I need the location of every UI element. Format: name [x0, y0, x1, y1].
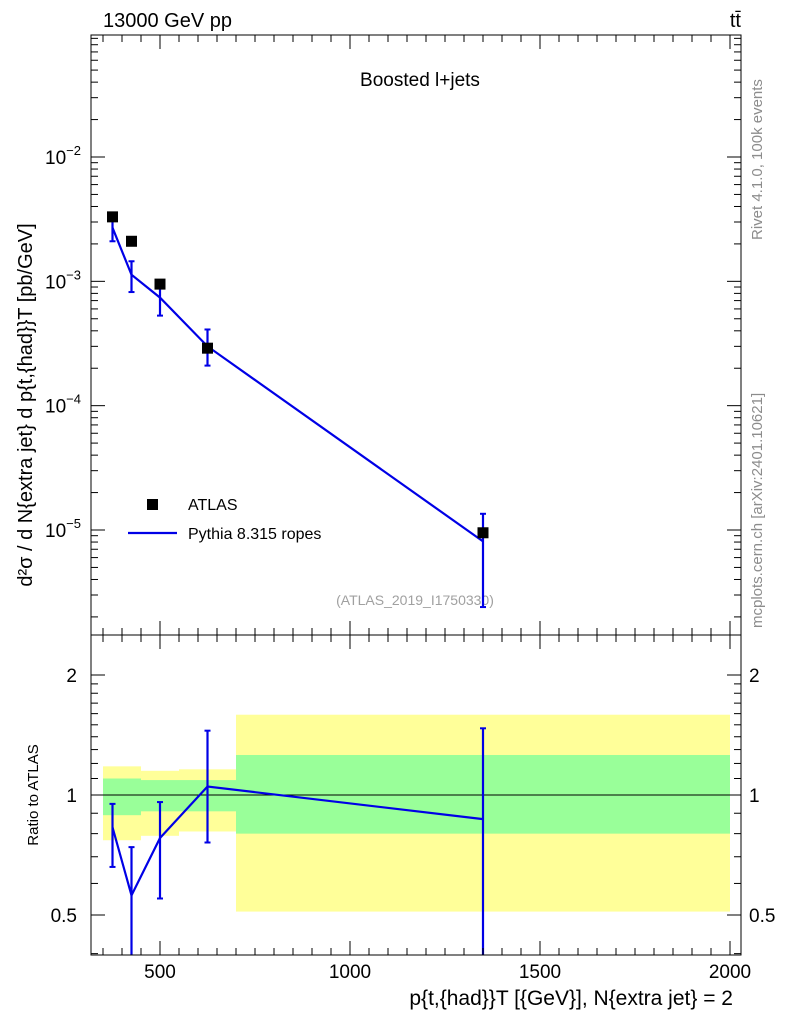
ratio-bands	[103, 714, 730, 912]
main-panel: 10−5 10−4 10−3 10−2 Boosted l+jets d²σ / d …	[15, 34, 742, 636]
ratio-y-tick-label: 1	[66, 786, 77, 807]
ratio-panel: 0.5 0.5 1 1 2 2 500 1000 1500 2000 Ratio to ATLAS…	[25, 634, 775, 1010]
watermark: (ATLAS_2019_I1750330)	[336, 592, 494, 608]
x-tick-label: 2000	[709, 962, 751, 983]
data-point	[126, 235, 137, 247]
ratio-y-tick-label: 2	[66, 666, 77, 687]
ratio-y-tick-label-right: 2	[749, 666, 760, 687]
main-axes: 10−5 10−4 10−3 10−2	[45, 34, 742, 636]
main-y-tick-label: 10−4	[45, 392, 81, 418]
ratio-y-axis-label: Ratio to ATLAS	[25, 744, 42, 845]
data-markers	[107, 211, 489, 539]
main-frame	[90, 34, 742, 636]
ratio-band-inner	[103, 778, 141, 816]
main-chart-title: Boosted l+jets	[360, 70, 480, 91]
data-point	[107, 211, 118, 223]
mc-error-bars	[109, 219, 486, 609]
main-y-axis-label: d²σ / d N{extra jet} d p{t,{had}}T [pb/G…	[15, 223, 37, 586]
ratio-y-tick-label-right: 0.5	[749, 906, 775, 927]
legend-label-atlas: ATLAS	[188, 497, 238, 514]
ratio-y-tick-label: 0.5	[51, 906, 77, 927]
ratio-y-tick-label-right: 1	[749, 786, 760, 807]
ratio-axes: 0.5 0.5 1 1 2 2 500 1000 1500 2000	[51, 634, 775, 983]
ratio-series-line	[111, 785, 484, 899]
main-y-axis-label-text: d²σ / d N{extra jet} d p{t,{had}}T [pb/G…	[15, 223, 37, 586]
mc-series-line	[111, 227, 484, 543]
x-axis-label: p{t,{had}}T [{GeV}], N{extra jet} = 2	[409, 987, 733, 1010]
legend: ATLAS Pythia 8.315 ropes	[128, 497, 321, 543]
x-axis-label-text: p{t,{had}}T [{GeV}], N{extra jet} = 2	[409, 987, 733, 1010]
header-right: tt̄	[730, 10, 742, 32]
x-tick-label: 1000	[329, 962, 371, 983]
data-point	[477, 527, 489, 539]
header-left: 13000 GeV pp	[103, 10, 232, 32]
side-text-top: Rivet 4.1.0, 100k events	[749, 79, 766, 240]
main-y-tick-label: 10−5	[45, 516, 81, 542]
x-tick-label: 500	[144, 962, 176, 983]
side-text-bottom: mcplots.cern.ch [arXiv:2401.10621]	[749, 393, 766, 628]
data-point	[154, 278, 166, 290]
legend-marker-atlas	[147, 499, 158, 510]
main-y-tick-label: 10−2	[45, 143, 81, 169]
legend-label-pythia: Pythia 8.315 ropes	[188, 526, 321, 543]
main-y-tick-label: 10−3	[45, 267, 81, 293]
x-tick-label: 1500	[519, 962, 561, 983]
data-point	[202, 342, 213, 354]
